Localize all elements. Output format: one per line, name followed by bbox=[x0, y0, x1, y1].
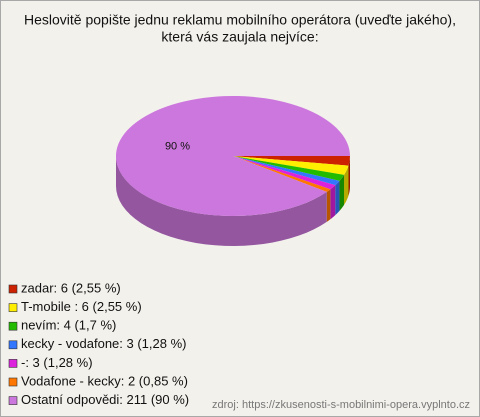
slice-side bbox=[344, 165, 349, 205]
slice-side bbox=[326, 189, 331, 222]
legend-swatch bbox=[8, 396, 18, 405]
chart-title: která vás zaujala nejvíce: bbox=[161, 29, 318, 45]
value-label: 90 % bbox=[165, 140, 190, 152]
slice bbox=[233, 156, 349, 175]
slice-side bbox=[339, 174, 345, 211]
legend-swatch bbox=[8, 284, 18, 294]
slice bbox=[233, 156, 345, 181]
legend-swatch bbox=[8, 359, 18, 368]
slice-side bbox=[348, 156, 350, 196]
slice-side bbox=[335, 180, 340, 216]
slice-side bbox=[330, 185, 336, 220]
legend-label: Vodafone - kecky: 2 (0,85 %) bbox=[21, 373, 188, 388]
slice bbox=[233, 156, 340, 186]
slice bbox=[233, 156, 331, 192]
legend-swatch bbox=[8, 340, 18, 350]
legend-label: T-mobile : 6 (2,55 %) bbox=[21, 299, 142, 314]
slice bbox=[233, 156, 350, 166]
slice bbox=[233, 156, 336, 190]
slice-side bbox=[116, 156, 327, 246]
legend-label: zadar: 6 (2,55 %) bbox=[21, 280, 121, 295]
legend-label: kecky - vodafone: 3 (1,28 %) bbox=[21, 336, 186, 351]
legend-swatch bbox=[8, 377, 18, 387]
legend-label: -: 3 (1,28 %) bbox=[21, 355, 93, 370]
legend-swatch bbox=[8, 303, 18, 312]
legend-swatch bbox=[8, 321, 18, 331]
source: zdroj: https://zkusenosti-s-mobilnimi-op… bbox=[212, 399, 470, 411]
chart-title: Heslovitě popište jednu reklamu mobilníh… bbox=[24, 12, 456, 28]
legend-label: nevím: 4 (1,7 %) bbox=[21, 318, 116, 333]
legend-label: Ostatní odpovědi: 211 (90 %) bbox=[21, 392, 189, 407]
slice bbox=[116, 95, 350, 216]
